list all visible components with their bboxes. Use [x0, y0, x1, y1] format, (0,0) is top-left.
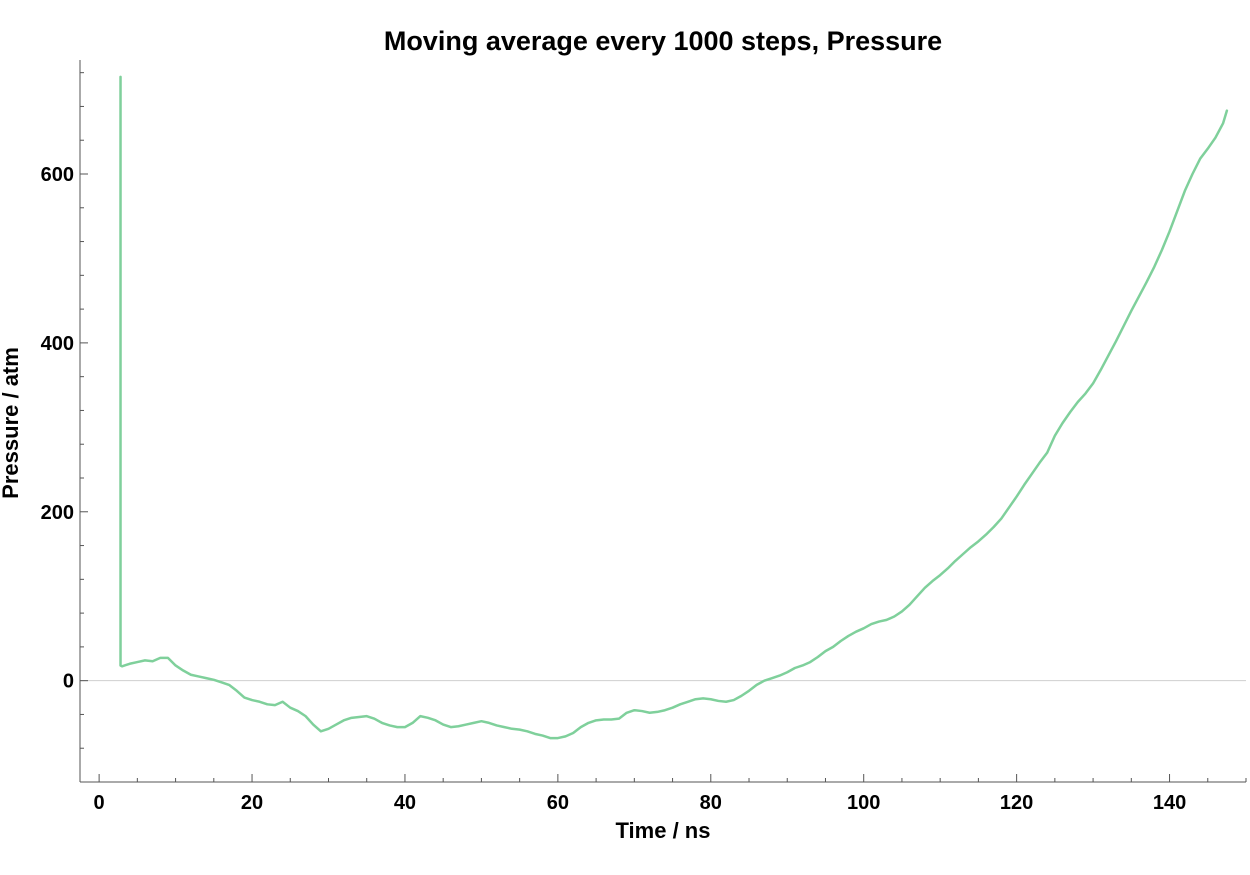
y-tick-label: 200	[41, 502, 74, 524]
x-tick-label: 40	[394, 792, 416, 814]
x-tick-label: 80	[700, 792, 722, 814]
y-tick-label: 0	[63, 671, 74, 693]
x-tick-label: 60	[547, 792, 569, 814]
x-axis-label: Time / ns	[616, 818, 711, 843]
chart-title: Moving average every 1000 steps, Pressur…	[384, 26, 942, 56]
x-tick-label: 100	[847, 792, 880, 814]
x-tick-label: 120	[1000, 792, 1033, 814]
x-tick-label: 0	[94, 792, 105, 814]
series-line-0	[119, 75, 1229, 740]
y-tick-label: 600	[41, 164, 74, 186]
series-layer	[119, 75, 1229, 740]
x-tick-label: 20	[241, 792, 263, 814]
y-axis-label: Pressure / atm	[0, 347, 23, 499]
y-tick-label: 400	[41, 333, 74, 355]
x-tick-label: 140	[1153, 792, 1186, 814]
axes: 0 20 40 60 80 100 120 140 0 200 400 600	[41, 60, 1247, 814]
